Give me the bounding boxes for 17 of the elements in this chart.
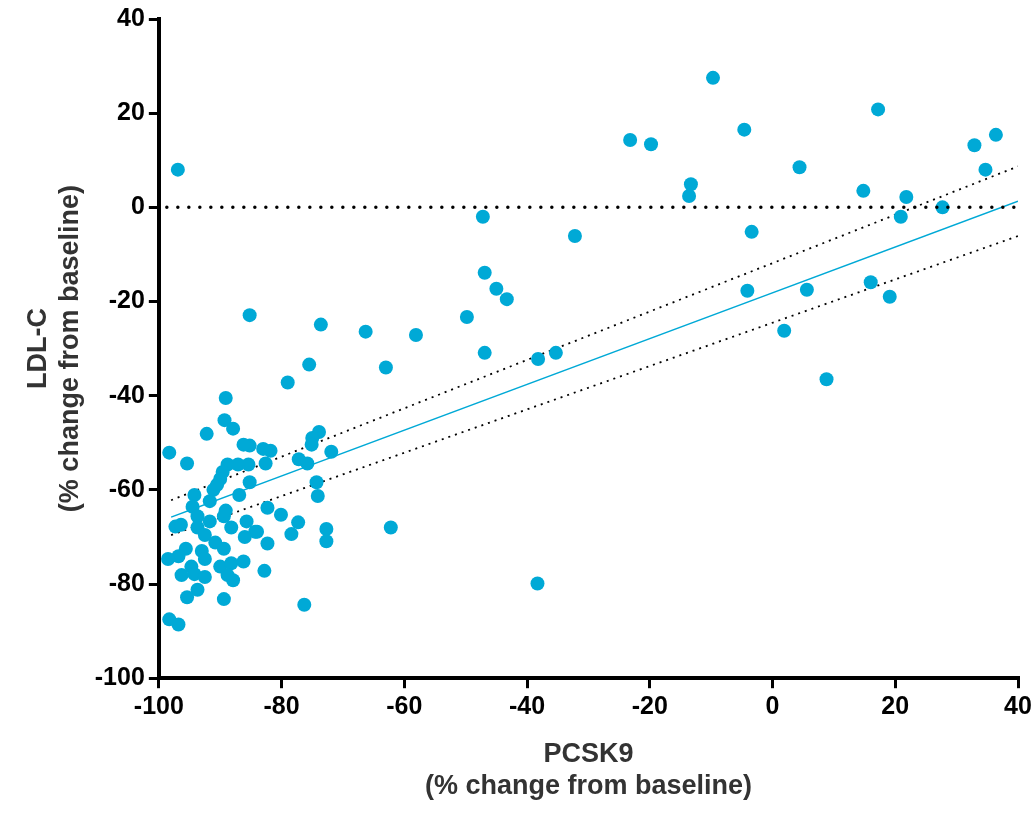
x-axis-title: PCSK9 (% change from baseline) [424,737,752,801]
y-tick-label: -80 [108,567,145,596]
y-tick-label: 40 [117,2,145,31]
x-tick-label: 0 [765,691,780,720]
y-tick-label: 20 [117,97,145,126]
y-tick-label: 0 [130,191,145,220]
x-tick-label: -80 [263,691,300,720]
x-tick-label: -40 [508,691,546,720]
y-axis-title: LDL-C (% change from baseline) [21,185,85,513]
y-tick-label: -40 [108,379,145,408]
y-tick-label: -60 [108,473,145,502]
x-tick-label: -60 [386,691,423,720]
y-tick-label: -20 [108,285,145,314]
x-tick-label: -20 [631,691,668,720]
x-tick-label: 40 [1004,691,1032,720]
x-tick-label: 20 [881,691,910,720]
y-tick-label: -100 [94,662,145,691]
